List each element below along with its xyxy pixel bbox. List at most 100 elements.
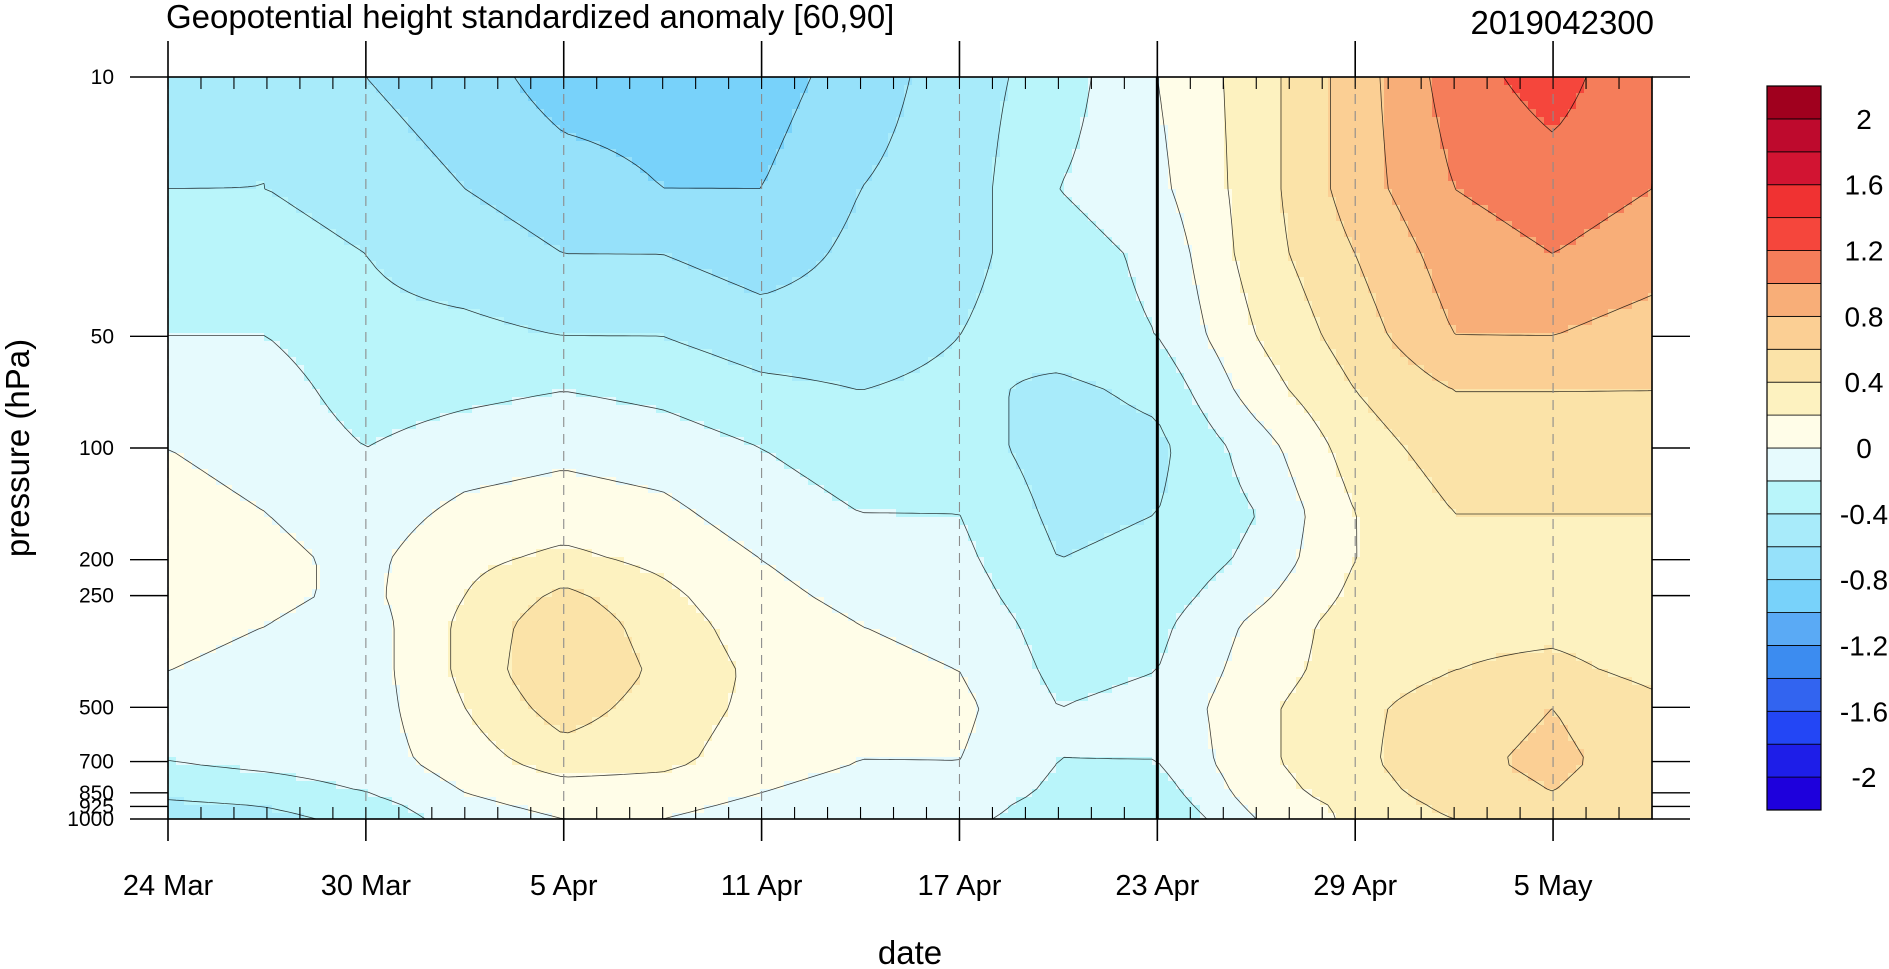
- heat-cell: [864, 181, 873, 190]
- heat-cell: [1464, 245, 1473, 254]
- heat-cell: [1120, 205, 1129, 214]
- heat-cell: [848, 261, 857, 270]
- heat-cell: [512, 157, 521, 166]
- heat-cell: [1288, 117, 1297, 126]
- heat-cell: [1160, 197, 1169, 206]
- heat-cell: [1624, 85, 1633, 94]
- heat-cell: [1272, 93, 1281, 102]
- heat-cell: [296, 213, 305, 222]
- heat-cell: [1464, 149, 1473, 158]
- heat-cell: [1432, 101, 1441, 110]
- heat-cell: [616, 93, 625, 102]
- heat-cell: [1592, 101, 1601, 110]
- heat-cell: [944, 125, 953, 134]
- heat-cell: [544, 165, 553, 174]
- heat-cell: [888, 101, 897, 110]
- heat-cell: [888, 149, 897, 158]
- heat-cell: [656, 101, 665, 110]
- heat-cell: [672, 205, 681, 214]
- heat-cell: [1472, 181, 1481, 190]
- heat-cell: [544, 77, 553, 86]
- heat-cell: [776, 245, 785, 254]
- heat-cell: [624, 125, 633, 134]
- heat-cell: [832, 85, 841, 94]
- heat-cell: [520, 141, 529, 150]
- heat-cell: [928, 125, 937, 134]
- heat-cell: [944, 77, 953, 86]
- heat-cell: [704, 77, 713, 86]
- heat-cell: [1008, 253, 1017, 262]
- heat-cell: [1008, 141, 1017, 150]
- heat-cell: [792, 141, 801, 150]
- heat-cell: [1128, 221, 1137, 230]
- heat-cell: [568, 101, 577, 110]
- heat-cell: [1464, 157, 1473, 166]
- heat-cell: [1400, 157, 1409, 166]
- heat-cell: [272, 125, 281, 134]
- heat-cell: [344, 229, 353, 238]
- heat-cell: [832, 205, 841, 214]
- heat-cell: [392, 237, 401, 246]
- heat-cell: [536, 125, 545, 134]
- heat-cell: [1336, 237, 1345, 246]
- heat-cell: [984, 221, 993, 230]
- heat-cell: [1392, 85, 1401, 94]
- heat-cell: [712, 173, 721, 182]
- heat-cell: [1272, 149, 1281, 158]
- heat-cell: [1536, 141, 1545, 150]
- heat-cell: [552, 93, 561, 102]
- heat-cell: [1040, 213, 1049, 222]
- heat-cell: [1176, 181, 1185, 190]
- heat-cell: [736, 221, 745, 230]
- heat-cell: [368, 229, 377, 238]
- heat-cell: [168, 221, 177, 230]
- heat-cell: [1104, 141, 1113, 150]
- heat-cell: [168, 261, 177, 270]
- heat-cell: [904, 85, 913, 94]
- heat-cell: [1600, 117, 1609, 126]
- heat-cell: [1016, 85, 1025, 94]
- heat-cell: [440, 261, 449, 270]
- heat-cell: [600, 77, 609, 86]
- heat-cell: [1288, 237, 1297, 246]
- heat-cell: [280, 93, 289, 102]
- heat-cell: [456, 149, 465, 158]
- heat-cell: [1360, 253, 1369, 262]
- heat-cell: [1080, 77, 1089, 86]
- heat-cell: [968, 165, 977, 174]
- heat-cell: [392, 165, 401, 174]
- heat-cell: [1168, 237, 1177, 246]
- heat-cell: [1448, 165, 1457, 174]
- heat-cell: [1088, 181, 1097, 190]
- heat-cell: [968, 181, 977, 190]
- chart-title: Geopotential height standardized anomaly…: [166, 0, 894, 35]
- heat-cell: [1448, 125, 1457, 134]
- heat-cell: [360, 181, 369, 190]
- heat-cell: [1224, 133, 1233, 142]
- heat-cell: [560, 157, 569, 166]
- heat-cell: [248, 253, 257, 262]
- heat-cell: [888, 109, 897, 118]
- heat-cell: [376, 205, 385, 214]
- heat-cell: [1528, 141, 1537, 150]
- heat-cell: [304, 77, 313, 86]
- heat-cell: [512, 229, 521, 238]
- heat-cell: [1488, 85, 1497, 94]
- heat-cell: [1128, 229, 1137, 238]
- heat-cell: [1056, 77, 1065, 86]
- heat-cell: [944, 205, 953, 214]
- heat-cell: [312, 173, 321, 182]
- heat-cell: [1384, 101, 1393, 110]
- heat-cell: [192, 133, 201, 142]
- heat-cell: [1248, 229, 1257, 238]
- heat-cell: [576, 245, 585, 254]
- heat-cell: [1272, 157, 1281, 166]
- heat-cell: [904, 173, 913, 182]
- heat-cell: [1000, 133, 1009, 142]
- heat-cell: [1048, 181, 1057, 190]
- heat-cell: [184, 197, 193, 206]
- heat-cell: [456, 125, 465, 134]
- heat-cell: [1376, 245, 1385, 254]
- heat-cell: [1080, 141, 1089, 150]
- heat-cell: [632, 213, 641, 222]
